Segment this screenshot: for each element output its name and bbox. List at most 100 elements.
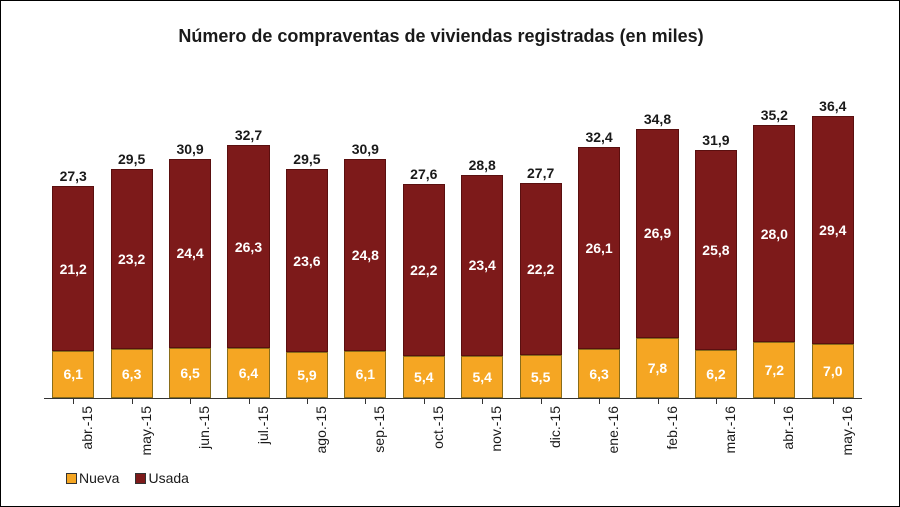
bar-value-label: 5,4 xyxy=(472,369,491,385)
bar-total-label: 27,7 xyxy=(520,165,562,183)
bar-segment-usada: 24,8 xyxy=(344,159,386,351)
bar-value-label: 6,3 xyxy=(589,366,608,382)
bar-value-label: 25,8 xyxy=(702,242,729,258)
bar-value-label: 23,6 xyxy=(293,253,320,269)
bar-value-label: 7,0 xyxy=(823,363,842,379)
bar-total-label: 27,3 xyxy=(52,168,94,186)
chart-frame: Número de compraventas de viviendas regi… xyxy=(0,0,900,507)
bar-segment-usada: 23,4 xyxy=(461,175,503,356)
bar-segment-usada: 26,1 xyxy=(578,147,620,349)
bar-segment-usada: 26,3 xyxy=(227,145,269,349)
bar-value-label: 6,5 xyxy=(180,365,199,381)
bar-total-label: 36,4 xyxy=(812,98,854,116)
bar-value-label: 6,4 xyxy=(239,365,258,381)
bar-segment-nueva: 6,2 xyxy=(695,350,737,398)
bar-column: 7,0 29,4 36,4 xyxy=(812,88,854,398)
x-axis-label: ene.-16 xyxy=(605,406,621,453)
legend-swatch-nueva xyxy=(66,473,77,484)
bar-value-label: 24,8 xyxy=(352,247,379,263)
bar-value-label: 5,5 xyxy=(531,369,550,385)
legend-item-nueva: Nueva xyxy=(66,470,119,486)
x-tick xyxy=(365,398,366,404)
chart-title: Número de compraventas de viviendas regi… xyxy=(4,26,878,47)
bar-segment-usada: 23,6 xyxy=(286,169,328,352)
x-tick xyxy=(716,398,717,404)
x-axis-label: mar.-16 xyxy=(722,406,738,453)
bar-segment-nueva: 6,4 xyxy=(227,348,269,398)
x-tick xyxy=(833,398,834,404)
bar-value-label: 6,2 xyxy=(706,366,725,382)
bar-value-label: 6,1 xyxy=(63,366,82,382)
bar-value-label: 7,2 xyxy=(765,362,784,378)
bar-column: 6,323,229,5 xyxy=(111,88,153,398)
bar-segment-usada: 28,0 xyxy=(753,125,795,342)
bar-value-label: 5,9 xyxy=(297,367,316,383)
bar-segment-nueva: 5,4 xyxy=(403,356,445,398)
bar-segment-nueva: 5,5 xyxy=(520,355,562,398)
bar-value-label: 29,4 xyxy=(819,222,846,238)
bar-column: 5,422,227,6 xyxy=(403,88,445,398)
bar-segment-nueva: 6,3 xyxy=(578,349,620,398)
bar-segment-nueva: 6,5 xyxy=(169,348,211,398)
bar-value-label: 24,4 xyxy=(176,245,203,261)
x-axis: abr.-15 may.-15 jun.-15 jul.-15 ago.-15 sep.-… xyxy=(44,398,862,468)
bar-column: 6,225,831,9 xyxy=(695,88,737,398)
bar-segment-usada: 25,8 xyxy=(695,150,737,350)
bar-column: 6,4 26,3 32,7 xyxy=(227,88,269,398)
bar-value-label: 23,4 xyxy=(469,257,496,273)
bar-value-label: 26,1 xyxy=(585,240,612,256)
x-tick xyxy=(73,398,74,404)
x-axis-label: feb.-16 xyxy=(664,406,680,450)
legend-label-nueva: Nueva xyxy=(79,470,119,486)
bar-value-label: 23,2 xyxy=(118,251,145,267)
bar-value-label: 6,1 xyxy=(356,366,375,382)
x-tick xyxy=(307,398,308,404)
bar-segment-nueva: 6,1 xyxy=(52,351,94,398)
bar-column: 5,522,227,7 xyxy=(520,88,562,398)
legend: Nueva Usada xyxy=(66,470,189,486)
bar-segment-usada: 22,2 xyxy=(403,184,445,356)
bar-column: 6,1 24,8 30,9 xyxy=(344,88,386,398)
x-axis-label: jul.-15 xyxy=(255,406,271,444)
x-tick xyxy=(541,398,542,404)
bar-segment-nueva: 6,3 xyxy=(111,349,153,398)
legend-item-usada: Usada xyxy=(135,470,188,486)
bar-total-label: 30,9 xyxy=(344,141,386,159)
x-axis-label: ago.-15 xyxy=(313,406,329,453)
bar-value-label: 26,9 xyxy=(644,225,671,241)
x-axis-label: may.-16 xyxy=(839,406,855,456)
bar-segment-usada: 24,4 xyxy=(169,159,211,348)
bar-value-label: 22,2 xyxy=(410,262,437,278)
bar-total-label: 35,2 xyxy=(753,107,795,125)
bar-column: 7,2 28,035,2 xyxy=(753,88,795,398)
bar-segment-nueva: 5,4 xyxy=(461,356,503,398)
bar-value-label: 6,3 xyxy=(122,366,141,382)
legend-swatch-usada xyxy=(135,473,146,484)
bar-total-label: 30,9 xyxy=(169,141,211,159)
bar-column: 6,1 21,2 27,3 xyxy=(52,88,94,398)
x-tick xyxy=(190,398,191,404)
x-axis-label: dic.-15 xyxy=(547,406,563,448)
bar-value-label: 26,3 xyxy=(235,239,262,255)
bar-total-label: 28,8 xyxy=(461,157,503,175)
x-tick xyxy=(658,398,659,404)
chart: Número de compraventas de viviendas regi… xyxy=(4,4,878,494)
bar-total-label: 32,7 xyxy=(227,127,269,145)
x-tick xyxy=(249,398,250,404)
x-tick xyxy=(774,398,775,404)
bar-segment-usada: 29,4 xyxy=(812,116,854,344)
x-tick xyxy=(482,398,483,404)
x-axis-label: abr.-16 xyxy=(780,406,796,450)
bar-column: 5,4 23,4 28,8 xyxy=(461,88,503,398)
bar-value-label: 21,2 xyxy=(60,261,87,277)
x-axis-label: may.-15 xyxy=(138,406,154,456)
bar-value-label: 7,8 xyxy=(648,360,667,376)
bar-segment-usada: 23,2 xyxy=(111,169,153,349)
bar-total-label: 32,4 xyxy=(578,129,620,147)
x-axis-label: sep.-15 xyxy=(371,406,387,453)
bar-segment-usada: 26,9 xyxy=(636,129,678,337)
x-axis-label: jun.-15 xyxy=(196,406,212,449)
bar-total-label: 29,5 xyxy=(286,151,328,169)
x-axis-label: abr.-15 xyxy=(79,406,95,450)
bar-column: 7,826,934,8 xyxy=(636,88,678,398)
